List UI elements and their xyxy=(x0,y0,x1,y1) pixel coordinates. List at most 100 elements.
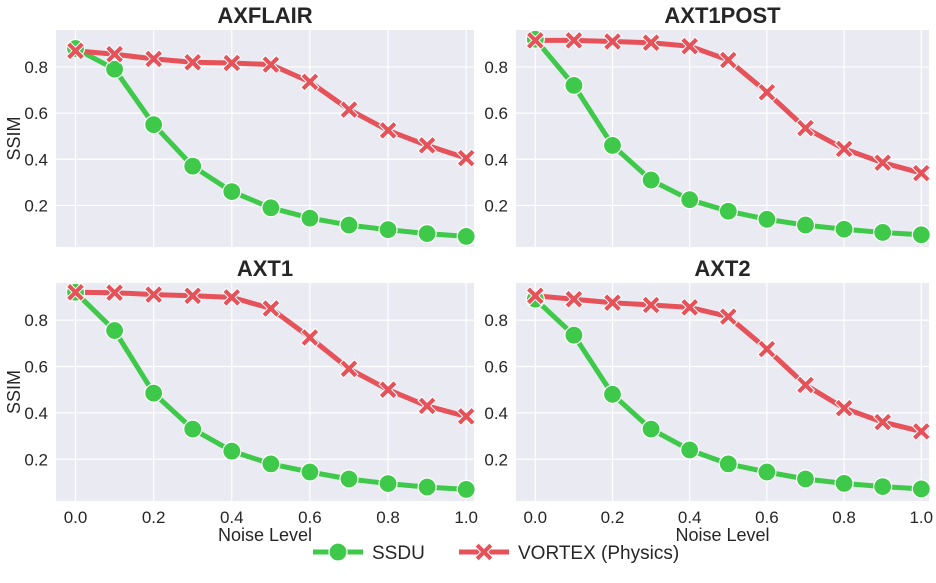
vortex-point xyxy=(182,286,203,306)
vortex-point xyxy=(834,139,854,159)
ssdu-point xyxy=(718,454,738,474)
vortex-point xyxy=(143,49,164,69)
ssdu-point xyxy=(873,222,893,243)
ssdu-point xyxy=(564,75,584,96)
ssdu-point xyxy=(834,219,854,239)
y-tick-label: 0.4 xyxy=(484,150,508,169)
vortex-point xyxy=(378,120,398,141)
x-tick-label: 0.6 xyxy=(298,508,322,527)
panel-axt1post: 0.2 0.4 0.6 0.8 AXT1POST xyxy=(484,3,932,247)
vortex-point xyxy=(456,406,476,427)
ssdu-point xyxy=(144,383,164,403)
y-tick-label: 0.4 xyxy=(24,404,48,423)
ssdu-point xyxy=(378,474,398,494)
ssdu-point xyxy=(339,469,359,489)
legend: SSDU VORTEX (Physics) xyxy=(313,542,679,564)
panel-axt1: 0.2 0.4 0.6 0.8 0.0 0.2 0.4 0.6 0.8 1.0 Noise Leve… xyxy=(4,256,478,545)
panel-title: AXT1POST xyxy=(664,3,781,28)
vortex-point xyxy=(602,292,623,313)
ssdu-point xyxy=(456,479,476,500)
vortex-point xyxy=(104,44,125,64)
vortex-point xyxy=(143,284,164,305)
ssdu-point xyxy=(680,190,700,210)
y-axis-label: SSIM xyxy=(4,116,24,160)
vortex-point xyxy=(872,152,893,173)
vortex-point xyxy=(222,287,242,308)
ssdu-point xyxy=(144,115,164,135)
ssdu-point xyxy=(564,325,584,345)
vortex-point xyxy=(872,412,893,432)
x-tick-label: 0.4 xyxy=(220,508,244,527)
panel-title: AXT2 xyxy=(694,256,750,281)
ssdu-point xyxy=(602,384,623,404)
vortex-point xyxy=(641,295,661,315)
ssdu-point xyxy=(378,220,398,240)
ssdu-point xyxy=(183,156,203,176)
legend-label-vortex: VORTEX (Physics) xyxy=(518,543,679,564)
legend-marker-ssdu xyxy=(328,542,348,562)
vortex-point xyxy=(300,327,320,348)
ssdu-point xyxy=(183,419,203,439)
vortex-point xyxy=(417,135,437,156)
ssdu-point xyxy=(456,226,476,246)
vortex-point xyxy=(222,53,242,73)
vortex-point xyxy=(641,32,661,53)
ssdu-point xyxy=(261,198,281,218)
vortex-point xyxy=(525,30,546,51)
ssdu-point xyxy=(641,419,661,439)
vortex-point xyxy=(679,297,700,318)
ssdu-point xyxy=(795,469,816,489)
y-tick-label: 0.4 xyxy=(484,404,508,423)
legend-label-ssdu: SSDU xyxy=(372,543,425,564)
y-axis-label: SSIM xyxy=(4,370,24,414)
y-tick-label: 0.2 xyxy=(24,196,48,215)
vortex-point xyxy=(525,286,546,306)
y-tick-label: 0.2 xyxy=(24,450,48,469)
vortex-point xyxy=(757,82,777,103)
vortex-point xyxy=(834,398,854,418)
ssdu-point xyxy=(834,473,854,493)
vortex-point xyxy=(300,72,320,92)
vortex-point xyxy=(718,306,739,327)
ssdu-point xyxy=(795,215,816,235)
vortex-point xyxy=(718,50,739,70)
ssdu-point xyxy=(104,59,125,79)
x-tick-label: 0.2 xyxy=(142,508,166,527)
panel-title: AXT1 xyxy=(237,256,293,281)
ssdu-point xyxy=(417,477,437,497)
vortex-point xyxy=(911,163,932,183)
y-tick-label: 0.6 xyxy=(24,104,48,123)
panel-axt2: 0.2 0.4 0.6 0.8 0.0 0.2 0.4 0.6 0.8 1.0 Noise Leve… xyxy=(484,256,933,545)
vortex-point xyxy=(104,282,125,303)
ssdu-point xyxy=(417,224,437,244)
vortex-point xyxy=(378,379,398,400)
vortex-point xyxy=(602,31,623,52)
ssdu-point xyxy=(300,462,320,482)
x-tick-label: 0.8 xyxy=(832,508,856,527)
vortex-point xyxy=(339,359,359,379)
y-tick-label: 0.6 xyxy=(24,357,48,376)
vortex-point xyxy=(261,298,281,319)
ssdu-point xyxy=(602,135,623,156)
vortex-point xyxy=(456,148,476,168)
x-axis-label: Noise Level xyxy=(675,525,769,545)
y-tick-label: 0.6 xyxy=(484,357,508,376)
ssdu-point xyxy=(641,170,661,190)
x-tick-label: 1.0 xyxy=(909,508,933,527)
y-tick-label: 0.4 xyxy=(24,150,48,169)
x-tick-label: 0.4 xyxy=(678,508,702,527)
ssdu-point xyxy=(873,477,893,497)
vortex-point xyxy=(757,339,777,359)
vortex-point xyxy=(911,421,932,442)
vortex-point xyxy=(261,54,281,75)
y-tick-label: 0.2 xyxy=(484,196,508,215)
y-tick-label: 0.8 xyxy=(484,58,508,77)
vortex-point xyxy=(339,99,359,120)
y-tick-label: 0.2 xyxy=(484,450,508,469)
ssdu-point xyxy=(911,225,931,245)
ssdu-point xyxy=(680,440,700,460)
vortex-point xyxy=(795,118,816,138)
x-tick-label: 1.0 xyxy=(454,508,478,527)
y-tick-label: 0.6 xyxy=(484,104,508,123)
